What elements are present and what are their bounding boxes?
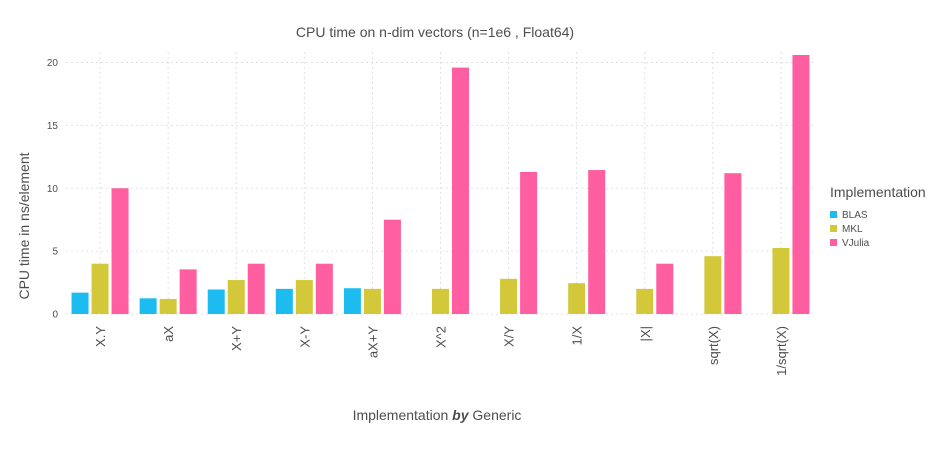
bar-vjulia-5 xyxy=(452,67,469,314)
x-tick-label: X.Y xyxy=(93,326,108,347)
bar-vjulia-6 xyxy=(520,171,538,314)
x-tick-label: |X| xyxy=(638,326,653,341)
legend-label-blas: BLAS xyxy=(842,210,868,221)
bar-blas-0 xyxy=(71,292,89,314)
x-tick-label: aX+Y xyxy=(365,326,380,358)
x-axis-title-bold: by xyxy=(452,407,470,423)
x-tick-label: X^2 xyxy=(434,326,449,348)
bar-mkl-9 xyxy=(704,256,722,314)
bar-blas-2 xyxy=(207,289,225,314)
legend-swatch-blas xyxy=(830,211,837,218)
bar-mkl-0 xyxy=(91,263,109,314)
chart-title: CPU time on n-dim vectors (n=1e6 , Float… xyxy=(296,24,574,40)
bar-blas-4 xyxy=(343,288,361,314)
x-tick-label: sqrt(X) xyxy=(706,326,721,365)
bar-vjulia-7 xyxy=(588,170,606,314)
legend: Implementation BLAS MKL VJulia xyxy=(830,184,926,249)
bar-mkl-5 xyxy=(432,288,449,314)
grid xyxy=(66,52,815,315)
bar-vjulia-9 xyxy=(724,173,742,314)
bar-mkl-6 xyxy=(500,278,518,314)
y-axis-ticks: 0 5 10 15 20 xyxy=(47,58,59,320)
bar-mkl-3 xyxy=(295,280,313,314)
bar-mkl-7 xyxy=(568,283,586,314)
legend-swatch-vjulia xyxy=(830,239,837,246)
legend-label-vjulia: VJulia xyxy=(842,238,870,249)
x-axis-title: Implementation by Generic xyxy=(353,407,522,423)
bar-vjulia-1 xyxy=(179,269,197,314)
legend-title: Implementation xyxy=(830,184,926,200)
bar-blas-1 xyxy=(139,298,157,314)
bar-mkl-2 xyxy=(227,280,245,314)
x-axis-categories: X.Y aX X+Y X-Y aX+Y X^2 X/Y 1/X |X| sqrt(X) 1/sqrt… xyxy=(93,326,789,376)
bars xyxy=(71,55,810,314)
x-tick-label: X+Y xyxy=(229,326,244,351)
y-tick-label: 20 xyxy=(47,58,59,69)
x-tick-label: 1/sqrt(X) xyxy=(774,326,789,376)
x-tick-label: 1/X xyxy=(570,326,585,346)
x-tick-label: aX xyxy=(161,326,176,342)
bar-vjulia-0 xyxy=(111,188,129,314)
bar-vjulia-8 xyxy=(656,263,674,314)
x-tick-label: X/Y xyxy=(502,326,517,347)
bar-vjulia-2 xyxy=(247,263,265,314)
x-axis-title-suffix: Generic xyxy=(469,407,522,423)
legend-swatch-mkl xyxy=(830,225,837,232)
y-tick-label: 15 xyxy=(47,121,59,132)
bar-mkl-1 xyxy=(159,298,177,314)
x-tick-label: X-Y xyxy=(297,326,312,348)
y-tick-label: 5 xyxy=(52,247,58,258)
y-tick-label: 10 xyxy=(47,184,59,195)
bar-vjulia-4 xyxy=(383,219,401,314)
y-axis-title: CPU time in ns/element xyxy=(16,152,32,299)
x-axis-title-prefix: Implementation xyxy=(353,407,453,423)
y-tick-label: 0 xyxy=(52,310,58,321)
bar-vjulia-3 xyxy=(315,263,333,314)
bar-vjulia-10 xyxy=(792,55,810,314)
bar-mkl-4 xyxy=(363,288,381,314)
bar-blas-3 xyxy=(275,288,293,314)
bar-mkl-8 xyxy=(636,288,654,314)
bar-mkl-10 xyxy=(772,247,790,314)
legend-label-mkl: MKL xyxy=(842,224,863,235)
